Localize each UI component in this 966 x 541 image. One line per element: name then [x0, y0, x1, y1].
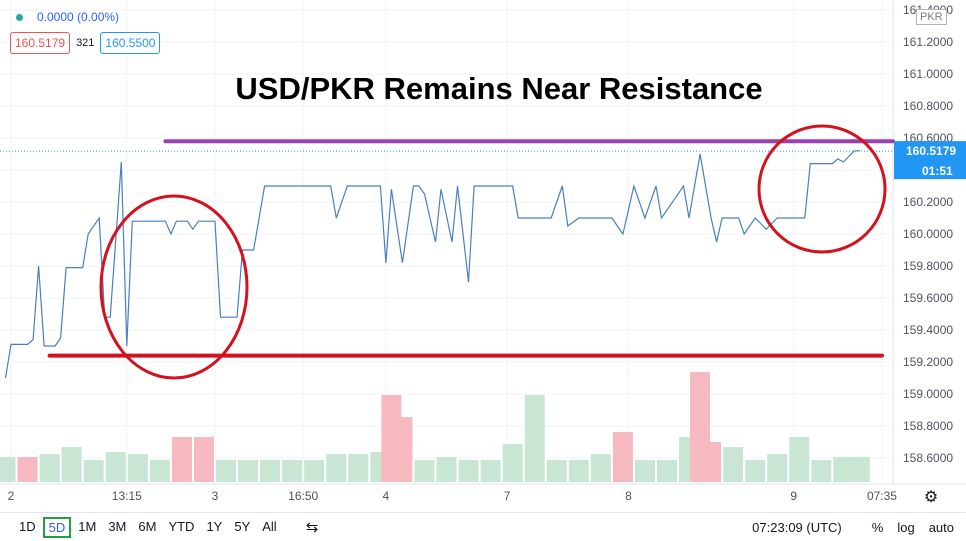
y-tick-label: 159.8000	[903, 259, 953, 273]
volume-bar	[260, 460, 281, 482]
volume-bar	[414, 460, 435, 482]
volume-bar	[849, 457, 870, 482]
price-line	[4, 150, 860, 379]
volume-bar	[524, 395, 545, 482]
range-button[interactable]: 5Y	[234, 518, 251, 534]
volume-bar	[282, 460, 303, 482]
range-button[interactable]: 1M	[78, 518, 97, 534]
range-button[interactable]: 5D	[42, 516, 72, 538]
change: 0.0000 (0.00%)	[37, 10, 120, 24]
last-price-box	[894, 141, 966, 180]
volume-bar	[436, 457, 457, 482]
volume-bar	[326, 454, 347, 482]
volume-bar	[833, 457, 854, 482]
y-tick-label: 160.0000	[903, 227, 953, 241]
percent-toggle[interactable]: %	[871, 519, 884, 535]
volume-bar	[745, 460, 766, 482]
volume-bar	[348, 454, 369, 482]
volume-bar	[105, 452, 126, 482]
range-button[interactable]: 3M	[108, 518, 127, 534]
legend: 0.0000 (0.00%) 160.5179 321 160.5500	[10, 10, 161, 62]
volume-bar	[39, 454, 60, 482]
x-tick-label: 9	[790, 489, 797, 503]
range-button[interactable]: 6M	[138, 518, 157, 534]
y-tick-label: 161.2000	[903, 35, 953, 49]
axis: 158.6000 158.8000 159.0000 159.2000 159.4000…	[8, 3, 966, 503]
last-price-label: 160.5179	[906, 144, 956, 158]
volume-bar	[634, 460, 655, 482]
y-tick-label: 161.0000	[903, 67, 953, 81]
highlight-circle	[99, 194, 249, 380]
series	[0, 139, 895, 379]
volume-bar	[149, 460, 170, 482]
y-tick-label: 160.8000	[903, 99, 953, 113]
volume-bar	[590, 454, 611, 482]
volume-bar	[458, 460, 479, 482]
x-tick-label: 7	[504, 489, 511, 503]
volume-bar	[502, 444, 523, 482]
compare-icon[interactable]: ⇆	[305, 519, 319, 536]
volume-bar	[61, 447, 82, 482]
volume-bar	[789, 437, 810, 482]
volume-bar	[171, 437, 192, 482]
chart: USD/PKR Remains Near Resistance 158.6000…	[0, 0, 966, 506]
toolbar: 1D 5D 1M 3M 6M YTD 1Y 5Y All ⇆ 07:23:09 (UTC) % …	[0, 512, 966, 541]
volume-bar	[701, 442, 722, 482]
volume-bar	[392, 417, 413, 482]
y-tick-label: 159.0000	[903, 387, 953, 401]
x-tick-label: 8	[625, 489, 632, 503]
chart-title: USD/PKR Remains Near Resistance	[235, 71, 762, 106]
volume-bar	[193, 437, 214, 482]
range-button[interactable]: 1Y	[206, 518, 223, 534]
volume-bar	[723, 447, 744, 482]
volume-bar	[17, 457, 38, 482]
volume-bar	[238, 460, 259, 482]
log-toggle[interactable]: log	[897, 519, 915, 535]
x-tick-label: 07:35	[867, 489, 897, 503]
settings-icon[interactable]: ⚙	[924, 489, 938, 506]
ask[interactable]: 160.5500	[100, 32, 161, 54]
countdown: 01:51	[922, 164, 953, 178]
spread: 321	[76, 37, 95, 49]
y-tick-label: 158.8000	[903, 419, 953, 433]
range-button[interactable]: 1D	[19, 518, 36, 534]
range-button[interactable]: All	[262, 518, 277, 534]
clock: 07:23:09 (UTC)	[752, 519, 842, 535]
x-tick-label: 4	[383, 489, 390, 503]
volume-bar	[0, 457, 16, 482]
volume-bar	[127, 454, 148, 482]
volume-bar	[612, 432, 633, 482]
bid[interactable]: 160.5179	[10, 32, 71, 54]
volume-bar	[546, 460, 567, 482]
currency-tag: PKR	[916, 9, 947, 25]
volume-bar	[216, 460, 237, 482]
volume-bar	[83, 460, 104, 482]
volume-bar	[480, 460, 501, 482]
x-tick-label: 3	[212, 489, 219, 503]
volume-bar	[304, 460, 325, 482]
y-tick-label: 159.2000	[903, 355, 953, 369]
range-buttons: 1D 5D 1M 3M 6M YTD 1Y 5Y All	[12, 516, 282, 538]
highlight-circle	[757, 124, 887, 254]
x-tick-label: 2	[8, 489, 15, 503]
y-tick-label: 159.6000	[903, 291, 953, 305]
volume-bar	[767, 454, 788, 482]
volume-bar	[656, 460, 677, 482]
volume	[0, 372, 870, 482]
y-tick-label: 158.6000	[903, 451, 953, 465]
x-tick-label: 16:50	[288, 489, 318, 503]
auto-toggle[interactable]: auto	[928, 519, 954, 535]
range-button[interactable]: YTD	[168, 518, 195, 534]
volume-bar	[811, 460, 832, 482]
status-dot	[16, 13, 23, 21]
x-tick-label: 13:15	[112, 489, 142, 503]
volume-bar	[568, 460, 589, 482]
y-tick-label: 159.4000	[903, 323, 953, 337]
y-tick-label: 160.2000	[903, 195, 953, 209]
